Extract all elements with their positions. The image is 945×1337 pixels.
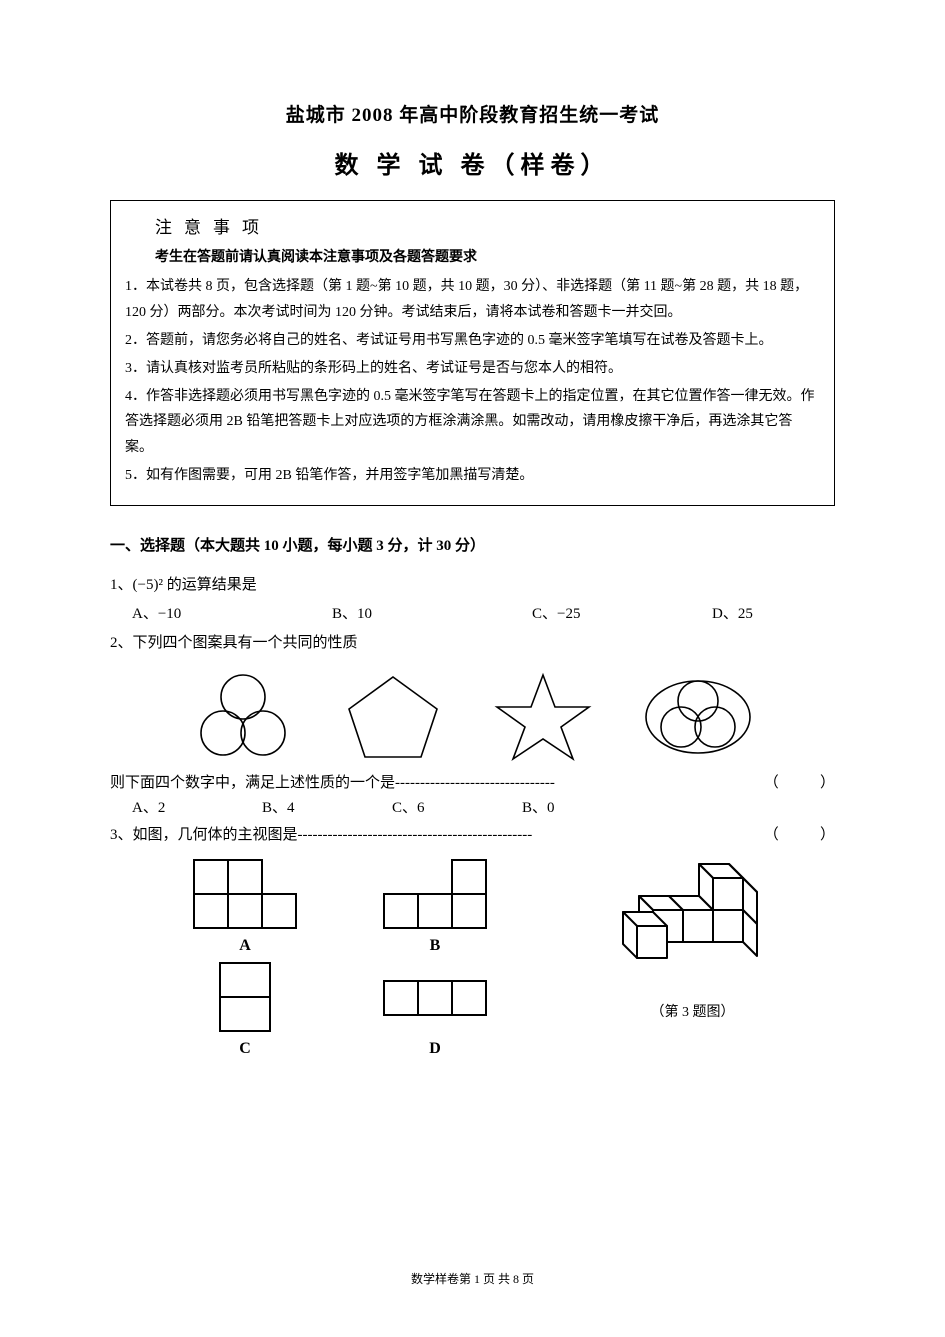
notice-item-4: 4．作答非选择题必须用书写黑色字迹的 0.5 毫米签字笔写在答题卡上的指定位置，… xyxy=(125,384,820,462)
q2-fig-pentagon-icon xyxy=(343,671,443,763)
q3-opt-c-icon xyxy=(190,959,300,1035)
q2-paren: （ ） xyxy=(764,771,835,792)
q3-label-b: B xyxy=(380,937,490,955)
notice-item-2: 2．答题前，请您务必将自己的姓名、考试证号用书写黑色字迹的 0.5 毫米签字笔填… xyxy=(125,328,820,354)
q3-caption: （第 3 题图） xyxy=(550,1001,835,1021)
q2-dashes: -------------------------------- xyxy=(395,775,764,792)
notice-title: 注意事项 xyxy=(155,213,820,238)
q3-text: 3、如图，几何体的主视图是 xyxy=(110,823,298,844)
q3-opt-d-icon xyxy=(380,959,490,1035)
q1-text: 1、(−5)² 的运算结果是 xyxy=(110,571,835,600)
page-footer: 数学样卷第 1 页 共 8 页 xyxy=(0,1270,945,1287)
notice-item-3: 3．请认真核对监考员所粘贴的条形码上的姓名、考试证号是否与您本人的相符。 xyxy=(125,356,820,382)
q2-fig-star-icon xyxy=(493,671,593,763)
q2-text: 2、下列四个图案具有一个共同的性质 xyxy=(110,629,835,658)
q3-label-c: C xyxy=(190,1040,300,1058)
q2-opt-c: C、6 xyxy=(392,796,522,817)
q2-opt-d: B、0 xyxy=(522,796,652,817)
q3-dashes: ----------------------------------------… xyxy=(298,827,764,844)
q2-tail: 则下面四个数字中，满足上述性质的一个是 --------------------… xyxy=(110,771,835,792)
q1-options: A、−10 B、10 C、−25 D、25 xyxy=(132,602,835,623)
q2-tail-text: 则下面四个数字中，满足上述性质的一个是 xyxy=(110,771,395,792)
q3-label-d: D xyxy=(380,1040,490,1058)
q2-fig-venn-icon xyxy=(643,671,753,763)
q3-paren: （ ） xyxy=(764,823,835,844)
notice-box: 注意事项 考生在答题前请认真阅读本注意事项及各题答题要求 1．本试卷共 8 页，… xyxy=(110,200,835,506)
q3-right: （第 3 题图） xyxy=(550,848,835,1062)
q2-fig-circles-icon xyxy=(193,671,293,763)
q3-text-row: 3、如图，几何体的主视图是 --------------------------… xyxy=(110,823,835,844)
q1-opt-b: B、10 xyxy=(332,602,532,623)
q2-opt-b: B、4 xyxy=(262,796,392,817)
title-line-2: 数 学 试 卷（样卷） xyxy=(110,145,835,180)
q3-opt-a-cell: A xyxy=(190,856,300,955)
notice-item-1: 1．本试卷共 8 页，包含选择题（第 1 题~第 10 题，共 10 题，30 … xyxy=(125,274,820,326)
q3-options-grid: A B xyxy=(190,856,550,1062)
q3-opt-a-icon xyxy=(190,856,300,932)
q3-label-a: A xyxy=(190,937,300,955)
q1-opt-c: C、−25 xyxy=(532,602,712,623)
q3-opt-d-cell: D xyxy=(380,959,490,1058)
notice-subtitle: 考生在答题前请认真阅读本注意事项及各题答题要求 xyxy=(155,246,820,266)
section-1-title: 一、选择题（本大题共 10 小题，每小题 3 分，计 30 分） xyxy=(110,534,835,555)
q2-opt-a: A、2 xyxy=(132,796,262,817)
q1-opt-a: A、−10 xyxy=(132,602,332,623)
q2-options: A、2 B、4 C、6 B、0 xyxy=(132,796,835,817)
q3-opt-c-cell: C xyxy=(190,959,300,1058)
q3-opt-b-icon xyxy=(380,856,490,932)
q3-solid-icon xyxy=(603,858,783,988)
q2-figures xyxy=(110,671,835,763)
q3-opt-b-cell: B xyxy=(380,856,490,955)
q3-area: A B xyxy=(110,848,835,1062)
notice-item-5: 5．如有作图需要，可用 2B 铅笔作答，并用签字笔加黑描写清楚。 xyxy=(125,463,820,489)
q1-opt-d: D、25 xyxy=(712,602,812,623)
title-line-1: 盐城市 2008 年高中阶段教育招生统一考试 xyxy=(110,100,835,127)
